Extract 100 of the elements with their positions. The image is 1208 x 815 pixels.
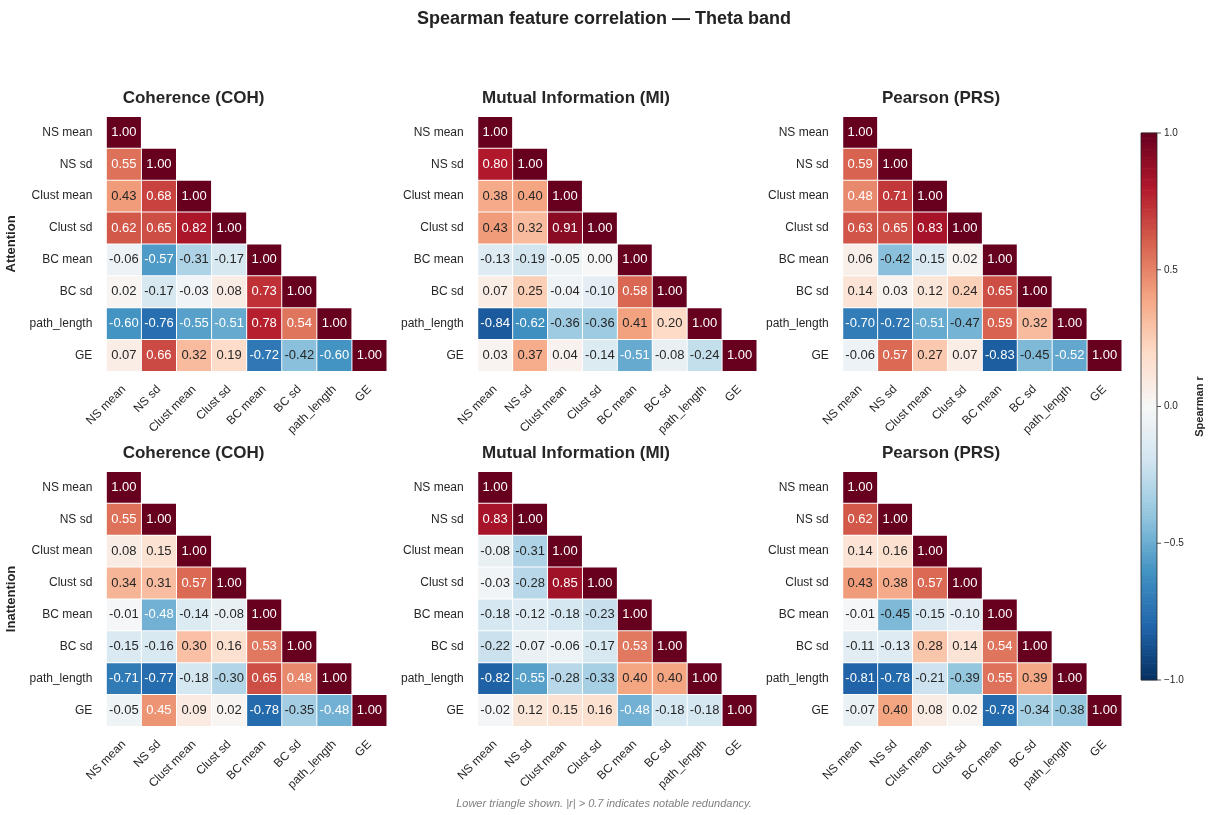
data-label: -0.35 <box>284 702 315 718</box>
data-label: -0.76 <box>144 315 174 331</box>
data-label: -0.72 <box>880 315 910 331</box>
data-label: 1.00 <box>1022 283 1048 299</box>
data-label: 0.62 <box>847 510 873 526</box>
data-label: 0.24 <box>952 283 978 299</box>
x-tick-label: GE <box>351 737 374 760</box>
data-label: 0.57 <box>181 574 207 590</box>
data-label: -0.15 <box>915 606 945 622</box>
chart-title: Mutual Information (MI) <box>482 442 670 462</box>
data-label: 1.00 <box>587 574 613 590</box>
data-label: 0.54 <box>987 638 1013 654</box>
data-label: -0.05 <box>109 702 139 718</box>
data-label: 0.16 <box>882 542 908 558</box>
data-label: 1.00 <box>356 702 383 718</box>
data-label: -0.71 <box>109 670 139 686</box>
x-tick-label: GE <box>351 382 374 405</box>
x-tick-label: NS sd <box>130 737 164 771</box>
data-label: -0.78 <box>249 702 280 718</box>
data-label: -0.81 <box>845 670 875 686</box>
data-label: -0.47 <box>950 315 980 331</box>
data-label: -0.05 <box>550 251 580 267</box>
data-label: 1.00 <box>657 638 683 654</box>
data-label: -0.06 <box>845 347 875 363</box>
data-label: -0.48 <box>319 702 350 718</box>
data-label: -0.03 <box>179 283 209 299</box>
data-label: -0.15 <box>915 251 945 267</box>
data-label: 1.00 <box>356 347 383 363</box>
y-tick-label: Clust sd <box>785 220 829 235</box>
y-tick-label: path_length <box>400 315 464 330</box>
data-label: 0.82 <box>181 219 207 235</box>
y-tick-label: NS mean <box>413 124 464 139</box>
data-label: -0.31 <box>179 251 209 267</box>
data-label: 0.55 <box>111 510 137 526</box>
data-label: 0.57 <box>882 347 908 363</box>
data-label: 1.00 <box>691 670 718 686</box>
data-label: 0.38 <box>882 574 908 590</box>
data-label: 0.25 <box>517 283 543 299</box>
data-label: -0.11 <box>845 638 875 654</box>
data-label: 0.40 <box>622 670 648 686</box>
data-label: 1.00 <box>286 638 312 654</box>
data-label: -0.45 <box>880 606 910 622</box>
chart-title: Coherence (COH) <box>122 442 265 462</box>
data-label: -0.07 <box>515 638 545 654</box>
data-label: 0.78 <box>251 315 277 331</box>
data-label: 1.00 <box>146 155 172 171</box>
data-label: 1.00 <box>882 155 908 171</box>
data-label: 0.31 <box>146 574 172 590</box>
data-label: 0.38 <box>482 187 508 203</box>
data-label: 1.00 <box>987 251 1013 267</box>
color-bar-label: 0.5 <box>1164 263 1179 275</box>
data-label: 1.00 <box>1091 702 1118 718</box>
data-label: 1.00 <box>286 283 312 299</box>
data-label: 0.27 <box>917 347 943 363</box>
data-label: 0.68 <box>146 187 172 203</box>
y-tick-label: Clust mean <box>403 188 464 203</box>
data-label: -0.01 <box>109 606 139 622</box>
data-label: 1.00 <box>321 315 348 331</box>
y-tick-label: NS mean <box>413 479 464 494</box>
data-label: 1.00 <box>552 187 578 203</box>
y-tick-label: NS sd <box>796 511 829 526</box>
data-label: -0.42 <box>284 347 315 363</box>
data-label: -0.39 <box>950 670 980 686</box>
data-label: 0.71 <box>882 187 908 203</box>
x-tick-label: NS sd <box>501 382 535 416</box>
data-label: -0.62 <box>515 315 545 331</box>
data-label: -0.03 <box>480 574 510 590</box>
y-tick-label: BC mean <box>42 252 93 267</box>
data-label: 1.00 <box>517 510 543 526</box>
data-label: 0.02 <box>216 702 242 718</box>
y-tick-label: path_length <box>400 670 464 685</box>
y-tick-label: Clust sd <box>785 575 829 590</box>
data-label: -0.17 <box>144 283 174 299</box>
data-label: -0.78 <box>985 702 1015 718</box>
data-label: -0.06 <box>550 638 580 654</box>
data-label: 0.59 <box>987 315 1013 331</box>
data-label: -0.28 <box>550 670 580 686</box>
data-label: 1.00 <box>111 478 137 494</box>
data-label: 0.45 <box>146 702 172 718</box>
data-label: 1.00 <box>952 219 978 235</box>
y-tick-label: NS mean <box>778 124 829 139</box>
data-label: -0.06 <box>109 251 139 267</box>
data-label: 1.00 <box>251 606 277 622</box>
data-label: 0.91 <box>552 219 578 235</box>
y-tick-label: GE <box>74 702 93 717</box>
y-axis-title: Attention <box>3 215 19 273</box>
data-label: 1.00 <box>952 574 978 590</box>
y-tick-label: GE <box>446 702 464 717</box>
data-label: 0.65 <box>251 670 277 686</box>
data-label: 0.43 <box>847 574 873 590</box>
data-label: -0.16 <box>144 638 174 654</box>
data-label: 0.65 <box>987 283 1013 299</box>
data-label: 0.03 <box>482 347 508 363</box>
y-tick-label: Clust sd <box>420 220 464 235</box>
x-tick-label: GE <box>1086 382 1110 405</box>
data-label: -0.21 <box>915 670 945 686</box>
data-label: -0.13 <box>880 638 910 654</box>
data-label: -0.38 <box>1054 702 1085 718</box>
data-label: 1.00 <box>622 251 648 267</box>
data-label: 0.15 <box>146 542 172 558</box>
